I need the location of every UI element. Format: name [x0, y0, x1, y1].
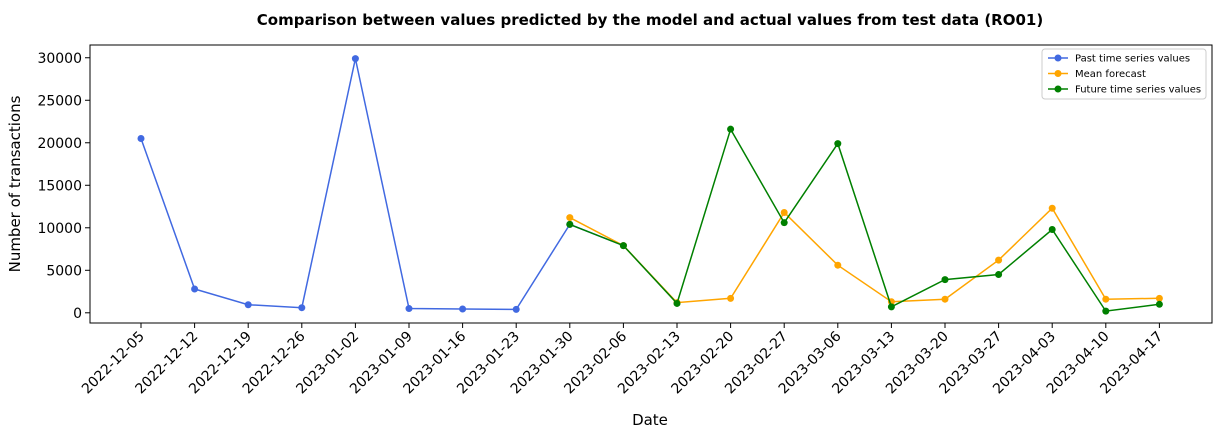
legend-label: Past time series values [1075, 54, 1190, 65]
series-layer [137, 55, 1163, 315]
data-point [995, 256, 1003, 264]
plot-area [89, 44, 1213, 324]
data-point [887, 303, 895, 311]
data-point [995, 271, 1003, 279]
data-point [137, 135, 145, 143]
y-tick-label: 20000 [37, 136, 82, 152]
x-axis-label: Date [632, 411, 668, 429]
y-axis: 0 5000 10000 15000 20000 25000 30000 [37, 51, 90, 322]
legend-marker [1054, 54, 1062, 62]
y-tick-label: 0 [73, 306, 82, 322]
data-point [834, 261, 842, 269]
y-tick-label: 10000 [37, 221, 82, 237]
y-tick-label: 15000 [37, 178, 82, 194]
legend-label: Future time series values [1075, 85, 1201, 96]
y-tick-label: 5000 [46, 263, 82, 279]
series-0 [137, 55, 627, 313]
series-line [569, 206, 1160, 304]
data-point [619, 242, 627, 250]
data-point [1048, 204, 1056, 212]
legend-box [1041, 48, 1207, 100]
data-point [298, 304, 306, 312]
data-point [566, 220, 574, 228]
series-2 [566, 125, 1163, 315]
data-point [834, 140, 842, 148]
x-axis: 2022-12-052022-12-122022-12-192022-12-26… [79, 323, 1166, 397]
data-point [1155, 300, 1163, 308]
data-point [941, 276, 949, 284]
data-point [459, 305, 467, 313]
data-point [244, 301, 252, 309]
data-point [566, 214, 574, 222]
data-point [941, 295, 949, 303]
data-point [673, 299, 681, 307]
legend-marker [1054, 70, 1062, 77]
series-line [140, 58, 624, 311]
data-point [405, 305, 413, 313]
data-point [727, 125, 735, 133]
legend: Past time series values Mean forecast Futu… [1041, 48, 1207, 100]
data-point [780, 219, 788, 227]
chart-title: Comparison between values predicted by t… [257, 11, 1043, 29]
data-point [191, 285, 199, 293]
data-point [1102, 295, 1110, 303]
series-1 [566, 204, 1163, 307]
data-point [351, 55, 359, 63]
y-axis-label: Number of transactions [6, 95, 24, 272]
data-point [512, 305, 520, 313]
data-point [780, 208, 788, 216]
legend-label: Mean forecast [1075, 69, 1146, 80]
data-point [1155, 294, 1163, 302]
y-tick-label: 25000 [37, 93, 82, 109]
y-tick-label: 30000 [37, 51, 82, 67]
data-point [727, 294, 735, 302]
legend-marker [1054, 85, 1062, 93]
data-point [1048, 225, 1056, 233]
series-line [569, 127, 1160, 312]
data-point [1102, 307, 1110, 315]
